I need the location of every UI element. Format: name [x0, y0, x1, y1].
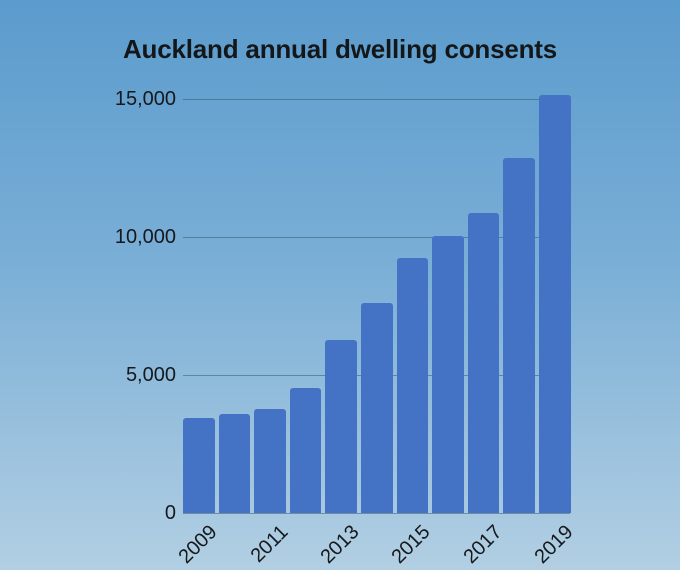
x-axis-tick-label: 2017: [459, 521, 507, 569]
bar-2015: [396, 258, 429, 513]
bar-2009: [183, 417, 215, 513]
x-axis-tick-label: 2009: [174, 521, 222, 569]
bar-2019: [539, 94, 571, 513]
bar-2013: [325, 339, 357, 513]
x-axis-tick-label: 2011: [246, 521, 293, 567]
chart-title: Auckland annual dwelling consents: [122, 34, 558, 64]
bar-2011: [254, 408, 286, 513]
bar-2016: [432, 235, 464, 513]
x-axis-tick-label: 2015: [387, 521, 435, 569]
bar-2010: [218, 414, 251, 513]
x-axis-tick-label: 2019: [530, 521, 578, 569]
y-axis-tick-label: 10,000: [114, 226, 176, 248]
y-axis-tick-label: 15,000: [114, 88, 176, 110]
bar-2012: [289, 387, 322, 513]
bar-2018: [503, 158, 535, 513]
bar-2017: [467, 212, 500, 513]
y-axis-tick-label: 5,000: [125, 364, 176, 386]
gridline: [183, 99, 570, 100]
gridline: [183, 237, 570, 238]
y-axis-tick-label: 0: [164, 502, 176, 524]
gridline: [183, 513, 570, 514]
bar-2014: [361, 303, 393, 513]
x-axis-tick-label: 2013: [316, 521, 364, 569]
